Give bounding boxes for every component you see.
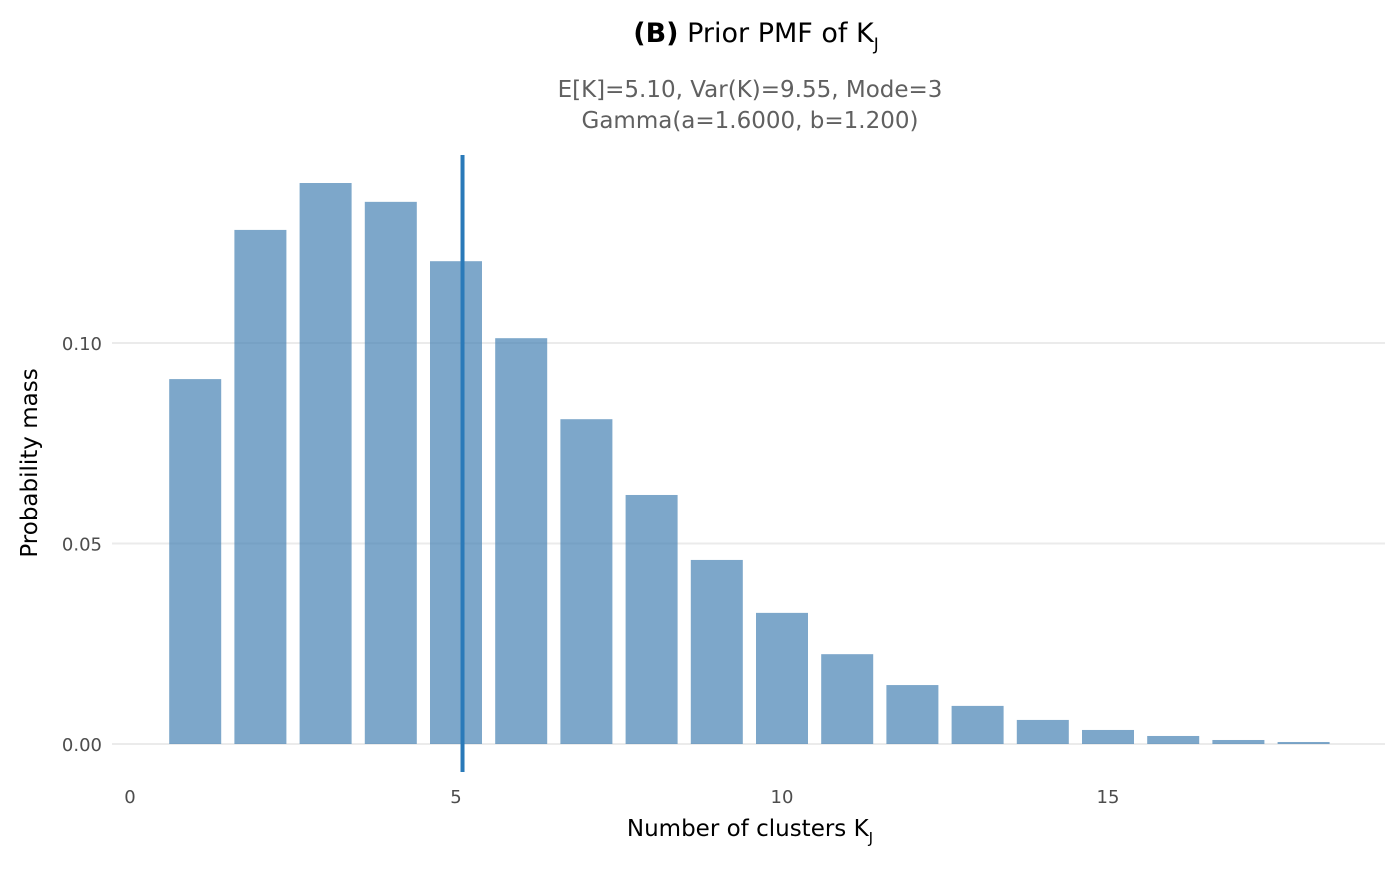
bar-k-9 bbox=[690, 559, 743, 744]
bar-k-2 bbox=[234, 229, 287, 745]
bar-k-10 bbox=[756, 612, 808, 744]
y-tick-label: 0.05 bbox=[62, 535, 102, 556]
x-tick-label: 10 bbox=[771, 787, 794, 808]
x-tick-labels: 0 5 10 15 bbox=[124, 787, 1119, 808]
bar-k-1 bbox=[169, 379, 222, 744]
bar-k-4 bbox=[364, 201, 417, 744]
bar-k-14 bbox=[1016, 719, 1069, 744]
bar-k-13 bbox=[951, 705, 1004, 744]
y-tick-labels: 0.00 0.05 0.10 bbox=[62, 334, 102, 756]
chart-subtitle-line2: Gamma(a=1.6000, b=1.200) bbox=[582, 108, 919, 134]
bar-k-16 bbox=[1147, 735, 1200, 744]
bar-k-15 bbox=[1082, 729, 1134, 744]
y-tick-label: 0.10 bbox=[62, 334, 102, 355]
bar-k-12 bbox=[886, 685, 939, 744]
bar-k-18 bbox=[1277, 741, 1330, 744]
bars bbox=[169, 183, 1330, 745]
chart-subtitle-line1: E[K]=5.10, Var(K)=9.55, Mode=3 bbox=[558, 77, 943, 103]
x-tick-label: 15 bbox=[1097, 787, 1120, 808]
x-tick-label: 5 bbox=[450, 787, 461, 808]
chart-title: (B) Prior PMF of KJ bbox=[633, 18, 879, 55]
x-tick-label: 0 bbox=[124, 787, 135, 808]
bar-k-11 bbox=[821, 654, 874, 744]
x-axis-label: Number of clusters KJ bbox=[627, 816, 873, 847]
y-tick-label: 0.00 bbox=[62, 735, 102, 756]
bar-k-6 bbox=[495, 338, 548, 744]
bar-k-3 bbox=[299, 183, 352, 745]
bar-k-17 bbox=[1212, 739, 1265, 744]
bar-k-5 bbox=[430, 261, 482, 744]
y-axis-label: Probability mass bbox=[17, 368, 43, 557]
bar-k-7 bbox=[560, 419, 613, 744]
bar-k-8 bbox=[625, 494, 678, 744]
